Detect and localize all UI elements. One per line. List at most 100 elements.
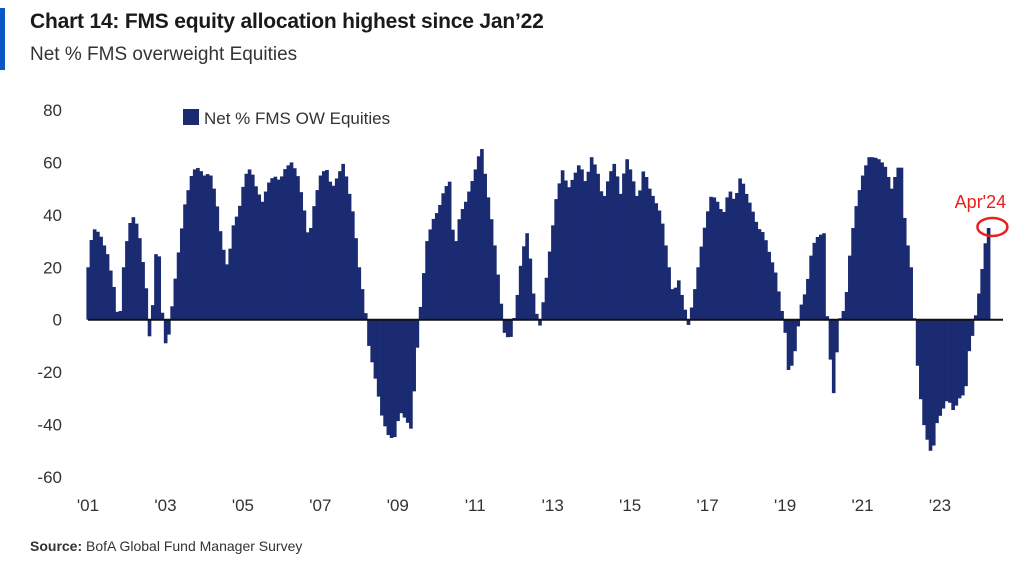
- bar: [835, 319, 839, 353]
- annotation-label: Apr'24: [955, 192, 1006, 212]
- bar: [331, 185, 336, 320]
- x-tick-label: '19: [774, 496, 796, 515]
- bar: [257, 194, 262, 320]
- bar: [267, 182, 271, 320]
- bar: [551, 225, 555, 320]
- bar: [441, 193, 446, 320]
- bar: [289, 162, 294, 320]
- bar: [960, 319, 965, 396]
- bar: [857, 190, 862, 320]
- bar: [760, 232, 765, 320]
- bar: [880, 162, 884, 320]
- bar: [815, 236, 820, 320]
- bar: [567, 187, 571, 320]
- bar: [176, 252, 181, 320]
- bar: [247, 169, 252, 320]
- bar: [231, 225, 236, 320]
- bar: [931, 319, 936, 446]
- bar: [525, 233, 529, 320]
- bar: [112, 286, 116, 320]
- bar: [851, 227, 855, 320]
- bar: [276, 179, 281, 320]
- bar: [615, 176, 620, 320]
- bar: [938, 319, 943, 416]
- bar: [438, 204, 442, 320]
- bar: [531, 293, 536, 320]
- bar: [292, 168, 297, 320]
- bar: [883, 166, 888, 320]
- bar: [605, 181, 610, 320]
- bar: [618, 193, 623, 320]
- bar: [951, 319, 955, 410]
- bar: [718, 209, 723, 320]
- bar: [334, 178, 339, 320]
- bar: [873, 157, 878, 320]
- bar: [809, 255, 813, 320]
- bar: [138, 238, 142, 320]
- bar: [744, 193, 749, 320]
- bar: [154, 254, 158, 320]
- bar: [218, 231, 223, 320]
- bar: [544, 277, 549, 320]
- x-tick-label: '01: [77, 496, 99, 515]
- bar: [280, 176, 284, 320]
- bar: [631, 181, 636, 320]
- bar: [751, 211, 755, 320]
- bar: [964, 319, 968, 387]
- bar: [418, 306, 423, 320]
- y-tick-label: 40: [43, 206, 62, 225]
- bar: [483, 173, 487, 320]
- bar: [715, 201, 720, 320]
- chart-title: Chart 14: FMS equity allocation highest …: [30, 10, 544, 33]
- bar: [205, 174, 210, 320]
- bar: [386, 319, 391, 436]
- bar: [163, 319, 168, 344]
- bar: [667, 267, 671, 320]
- bar: [786, 319, 791, 370]
- bar: [641, 171, 646, 320]
- title-accent-bar: [0, 8, 5, 70]
- bar: [118, 310, 123, 320]
- bar: [754, 221, 759, 320]
- x-tick-label: '17: [697, 496, 719, 515]
- bar: [402, 319, 407, 418]
- bar: [315, 190, 320, 320]
- bar: [518, 265, 523, 320]
- bar: [451, 229, 455, 320]
- bar: [105, 254, 110, 320]
- bar: [986, 227, 991, 320]
- bar: [192, 169, 197, 320]
- bar: [854, 206, 859, 320]
- bar: [593, 164, 597, 320]
- bar: [538, 319, 542, 326]
- bar: [747, 202, 752, 320]
- bar: [893, 176, 897, 320]
- bar: [241, 186, 245, 320]
- bar: [270, 178, 274, 320]
- bar: [489, 219, 494, 320]
- bar: [370, 319, 375, 363]
- bar: [557, 183, 562, 320]
- bar: [460, 209, 465, 320]
- bar: [609, 171, 613, 320]
- bar: [134, 223, 139, 320]
- bar-chart: 80 60 40 20 0 -20 -40 -60 '01 '03 '05 '07 '09 '11 '13…: [37, 101, 1009, 515]
- bar: [625, 159, 629, 320]
- bar: [409, 319, 413, 429]
- bar: [773, 272, 778, 320]
- bar: [202, 175, 207, 320]
- source-label: Source:: [30, 538, 83, 554]
- bar: [209, 175, 213, 320]
- bar: [299, 192, 304, 320]
- bar: [147, 319, 152, 337]
- bar: [273, 176, 278, 320]
- bar: [341, 163, 345, 320]
- bar: [783, 319, 788, 333]
- bar: [486, 197, 491, 320]
- bar: [196, 167, 200, 320]
- bar: [599, 191, 604, 320]
- bar: [422, 273, 426, 320]
- bar: [150, 305, 155, 320]
- bar: [144, 288, 149, 320]
- bar: [644, 176, 649, 320]
